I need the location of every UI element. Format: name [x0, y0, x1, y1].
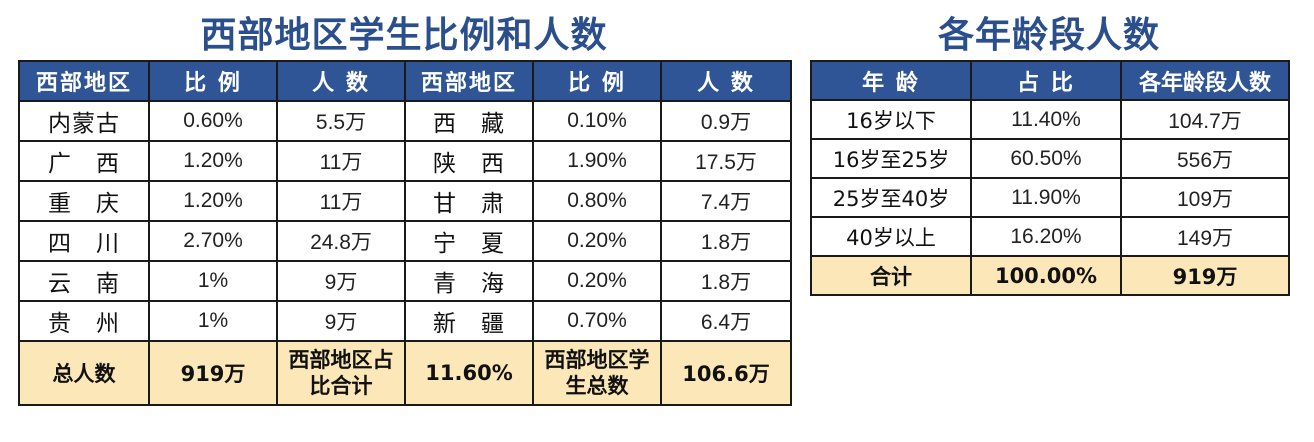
total-share: 100.00%: [970, 255, 1122, 296]
header-region-2: 西部地区: [404, 60, 534, 102]
ratio-cell: 0.20%: [532, 220, 662, 262]
count-cell: 9万: [276, 260, 406, 302]
table-header-row: 西部地区 比 例 人 数 西部地区 比 例 人 数: [18, 60, 792, 102]
header-region-1: 西部地区: [18, 60, 150, 102]
west-region-table: 西部地区 比 例 人 数 西部地区 比 例 人 数 内蒙古 0.60% 5.5万…: [18, 60, 792, 406]
table-row: 40岁以上 16.20% 149万: [810, 216, 1290, 257]
share-cell: 60.50%: [970, 138, 1122, 179]
ratio-cell: 0.10%: [532, 100, 662, 142]
header-count-1: 人 数: [276, 60, 406, 102]
region-cell: 四 川: [18, 220, 150, 262]
count-cell: 17.5万: [660, 140, 792, 182]
total-label: 合计: [810, 255, 972, 296]
total-row: 总人数 919万 西部地区占比合计 11.60% 西部地区学生总数 106.6万: [18, 340, 792, 406]
header-age-count: 各年龄段人数: [1120, 60, 1290, 101]
ratio-cell: 1.90%: [532, 140, 662, 182]
table-row: 云 南 1% 9万 青 海 0.20% 1.8万: [18, 260, 792, 302]
count-cell: 7.4万: [660, 180, 792, 222]
region-cell: 内蒙古: [18, 100, 150, 142]
ratio-cell: 1%: [148, 300, 278, 342]
student-total-value: 106.6万: [660, 340, 792, 406]
table-header-row: 年 龄 占 比 各年龄段人数: [810, 60, 1290, 101]
age-cell: 25岁至40岁: [810, 177, 972, 218]
table-row: 16岁至25岁 60.50% 556万: [810, 138, 1290, 179]
header-age: 年 龄: [810, 60, 972, 101]
region-cell: 新 疆: [404, 300, 534, 342]
region-cell: 贵 州: [18, 300, 150, 342]
age-group-title: 各年龄段人数: [937, 14, 1160, 56]
header-ratio-1: 比 例: [148, 60, 278, 102]
total-value: 919万: [148, 340, 278, 406]
table-row: 重 庆 1.20% 11万 甘 肃 0.80% 7.4万: [18, 180, 792, 222]
table-row: 内蒙古 0.60% 5.5万 西 藏 0.10% 0.9万: [18, 100, 792, 142]
ratio-cell: 1.20%: [148, 140, 278, 182]
table-row: 16岁以下 11.40% 104.7万: [810, 99, 1290, 140]
count-cell: 1.8万: [660, 260, 792, 302]
ratio-cell: 0.60%: [148, 100, 278, 142]
count-cell: 0.9万: [660, 100, 792, 142]
share-cell: 16.20%: [970, 216, 1122, 257]
header-share: 占 比: [970, 60, 1122, 101]
ratio-cell: 0.20%: [532, 260, 662, 302]
count-cell: 6.4万: [660, 300, 792, 342]
share-total-label: 西部地区占比合计: [276, 340, 406, 406]
table-row: 四 川 2.70% 24.8万 宁 夏 0.20% 1.8万: [18, 220, 792, 262]
region-cell: 广 西: [18, 140, 150, 182]
region-cell: 宁 夏: [404, 220, 534, 262]
region-cell: 重 庆: [18, 180, 150, 222]
count-cell: 104.7万: [1120, 99, 1290, 140]
age-group-table: 年 龄 占 比 各年龄段人数 16岁以下 11.40% 104.7万 16岁至2…: [810, 60, 1290, 296]
share-total-value: 11.60%: [404, 340, 534, 406]
count-cell: 1.8万: [660, 220, 792, 262]
region-cell: 陕 西: [404, 140, 534, 182]
header-count-2: 人 数: [660, 60, 792, 102]
share-cell: 11.40%: [970, 99, 1122, 140]
region-cell: 青 海: [404, 260, 534, 302]
age-cell: 40岁以上: [810, 216, 972, 257]
region-cell: 云 南: [18, 260, 150, 302]
count-cell: 556万: [1120, 138, 1290, 179]
ratio-cell: 1%: [148, 260, 278, 302]
count-cell: 9万: [276, 300, 406, 342]
count-cell: 11万: [276, 180, 406, 222]
total-label: 总人数: [18, 340, 150, 406]
ratio-cell: 0.80%: [532, 180, 662, 222]
count-cell: 5.5万: [276, 100, 406, 142]
ratio-cell: 1.20%: [148, 180, 278, 222]
ratio-cell: 0.70%: [532, 300, 662, 342]
age-cell: 16岁至25岁: [810, 138, 972, 179]
table-row: 广 西 1.20% 11万 陕 西 1.90% 17.5万: [18, 140, 792, 182]
student-total-label: 西部地区学生总数: [532, 340, 662, 406]
count-cell: 11万: [276, 140, 406, 182]
count-cell: 109万: [1120, 177, 1290, 218]
region-cell: 西 藏: [404, 100, 534, 142]
west-region-title: 西部地区学生比例和人数: [200, 14, 608, 56]
table-row: 贵 州 1% 9万 新 疆 0.70% 6.4万: [18, 300, 792, 342]
count-cell: 24.8万: [276, 220, 406, 262]
ratio-cell: 2.70%: [148, 220, 278, 262]
share-cell: 11.90%: [970, 177, 1122, 218]
total-count: 919万: [1120, 255, 1290, 296]
header-ratio-2: 比 例: [532, 60, 662, 102]
table-row: 25岁至40岁 11.90% 109万: [810, 177, 1290, 218]
age-cell: 16岁以下: [810, 99, 972, 140]
region-cell: 甘 肃: [404, 180, 534, 222]
total-row: 合计 100.00% 919万: [810, 255, 1290, 296]
count-cell: 149万: [1120, 216, 1290, 257]
